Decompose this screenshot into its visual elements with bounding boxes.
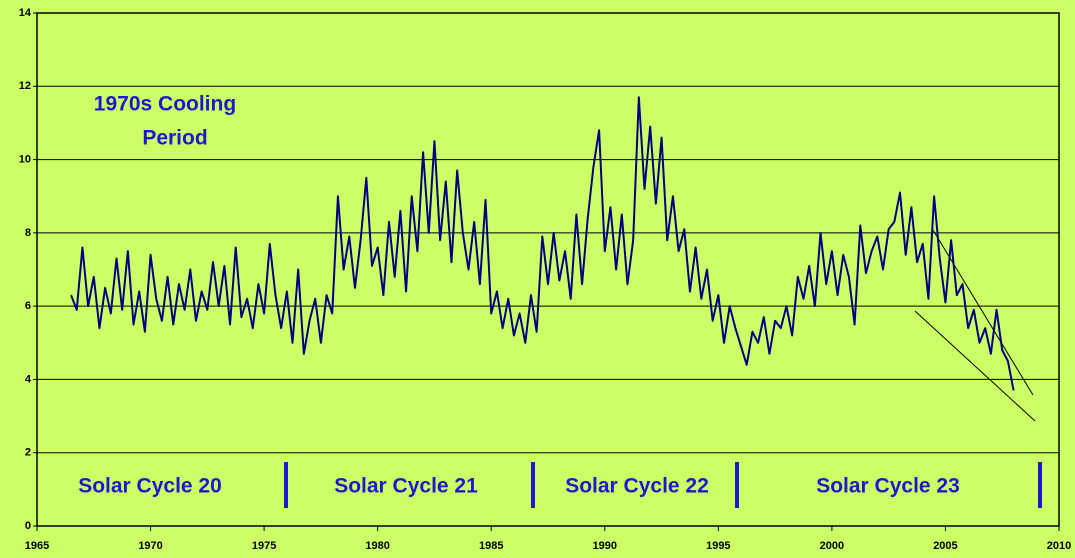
annotation: 1970s Cooling <box>94 93 236 116</box>
y-tick-label: 2 <box>25 447 31 459</box>
x-tick-label: 1985 <box>479 540 503 552</box>
x-tick-label: 1995 <box>706 540 730 552</box>
trend-line <box>914 310 1036 422</box>
annotation: Solar Cycle 20 <box>78 475 222 498</box>
annotation: Solar Cycle 23 <box>816 475 960 498</box>
x-tick-label: 2000 <box>820 540 844 552</box>
x-tick-label: 1975 <box>252 540 276 552</box>
x-tick-label: 1970 <box>138 540 162 552</box>
data-line <box>70 96 1015 391</box>
annotation: Period <box>142 127 207 150</box>
x-tick-label: 1980 <box>365 540 389 552</box>
plot-frame <box>36 12 1060 527</box>
annotation: Solar Cycle 21 <box>334 475 478 498</box>
y-tick-label: 6 <box>25 300 31 312</box>
x-tick-label: 2010 <box>1047 540 1071 552</box>
x-tick-label: 1990 <box>593 540 617 552</box>
y-tick-label: 14 <box>19 7 32 19</box>
x-tick-label: 2005 <box>933 540 957 552</box>
y-tick-label: 10 <box>19 153 31 165</box>
y-tick-label: 0 <box>25 520 31 532</box>
cycle-separators <box>284 462 1042 508</box>
y-tick-label: 4 <box>25 373 32 385</box>
x-tick-label: 1965 <box>25 540 49 552</box>
annotation: Solar Cycle 22 <box>565 475 709 498</box>
y-tick-label: 8 <box>25 227 31 239</box>
y-tick-label: 12 <box>19 80 31 92</box>
